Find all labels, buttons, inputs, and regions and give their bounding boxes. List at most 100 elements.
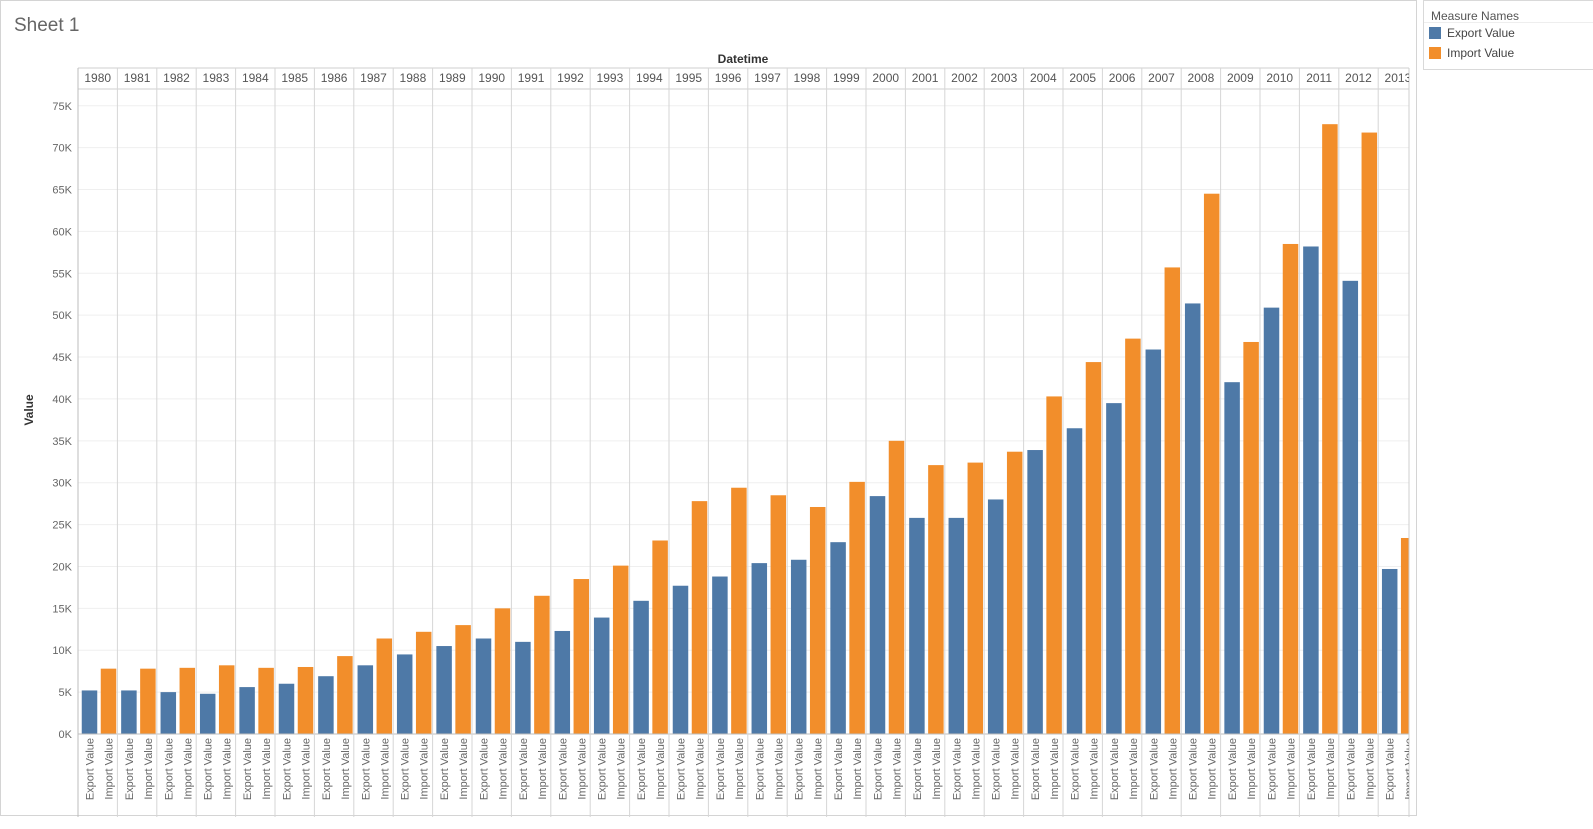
measure-label: Export Value [794,738,806,800]
bar-import-value-2012 [1361,132,1378,734]
legend: Measure Names Export Value Import Value [1423,0,1593,70]
measure-label: Import Value [458,738,470,800]
bar-import-value-2002 [967,462,984,734]
measure-label: Import Value [695,738,707,800]
bar-import-value-1993 [612,565,629,734]
year-header-1983: 1983 [203,71,230,85]
measure-label: Export Value [951,738,963,800]
measure-label: Import Value [734,738,746,800]
legend-label-export: Export Value [1447,26,1515,40]
measure-label: Import Value [813,738,825,800]
year-header-1998: 1998 [794,71,821,85]
bar-import-value-2006 [1125,338,1141,734]
bar-import-value-1994 [652,540,668,734]
measure-label: Export Value [873,738,885,800]
bar-import-value-1997 [770,495,787,734]
measure-label: Export Value [203,738,215,800]
year-headers: 1980 1981 1982 1983 1984 1985 1986 1987 1988 1989… [84,71,1409,85]
measure-label: Export Value [1306,738,1318,800]
measure-label: Export Value [360,738,372,800]
measure-label: Export Value [1188,738,1200,800]
measure-label: Import Value [616,738,628,800]
year-header-1995: 1995 [675,71,702,85]
bar-export-value-2001 [909,517,925,734]
measure-label: Import Value [1089,738,1101,800]
year-header-2002: 2002 [951,71,978,85]
measure-label: Import Value [498,738,510,800]
y-tick-label: 5K [59,687,73,699]
measure-label: Export Value [163,738,175,800]
bar-export-value-1986 [318,676,334,734]
legend-item-export-value[interactable]: Export Value [1424,23,1593,43]
bar-import-value-1991 [534,595,550,734]
measure-label: Import Value [340,738,352,800]
measure-label: Export Value [242,738,254,800]
measure-label: Export Value [754,738,766,800]
column-header-datetime: Datetime [718,52,769,66]
measure-label: Import Value [1286,738,1298,800]
bar-export-value-2003 [987,499,1004,734]
measure-label: Import Value [1128,738,1140,800]
measure-label: Import Value [182,738,194,800]
bar-export-value-1991 [515,641,531,734]
bar-import-value-1980 [100,668,117,734]
bar-import-value-1995 [691,501,708,734]
measure-label: Export Value [518,738,530,800]
measure-label: Export Value [479,738,491,800]
bar-export-value-1999 [830,542,846,734]
year-header-2003: 2003 [991,71,1018,85]
bar-export-value-1982 [160,692,177,734]
bar-export-value-2013 [1381,568,1398,734]
measure-label: Import Value [1207,738,1219,800]
y-tick-label: 65K [52,185,72,197]
bars [81,124,1409,735]
measure-label: Export Value [321,738,333,800]
y-tick-label: 50K [52,310,72,322]
bar-import-value-2000 [888,440,905,734]
measure-label: Import Value [537,738,549,800]
year-header-1992: 1992 [557,71,584,85]
bar-export-value-1981 [121,690,137,734]
bar-import-value-1989 [455,625,471,734]
measure-label: Export Value [1030,738,1042,800]
legend-swatch-export [1429,27,1441,39]
measure-label: Import Value [104,738,116,800]
measure-label: Import Value [1167,738,1179,800]
bar-import-value-2004 [1046,396,1062,734]
year-header-2000: 2000 [872,71,899,85]
sheet-title: Sheet 1 [14,15,80,36]
year-header-1991: 1991 [518,71,545,85]
sheet-panel: Sheet 1 Datetime Value 1980 1981 1982 1983 1… [0,0,1417,817]
measure-label: Import Value [143,738,155,800]
year-header-2004: 2004 [1030,71,1057,85]
y-tick-label: 40K [52,394,72,406]
measure-label: Export Value [124,738,136,800]
year-header-1984: 1984 [242,71,269,85]
measure-label: Export Value [85,738,97,800]
year-header-1988: 1988 [400,71,427,85]
bar-import-value-2003 [1006,451,1023,734]
measure-label: Import Value [379,738,391,800]
measure-label: Import Value [301,738,313,800]
bar-export-value-1992 [554,630,571,734]
year-header-1993: 1993 [597,71,624,85]
measure-label: Import Value [852,738,864,800]
measure-label: Import Value [931,738,943,800]
year-header-2012: 2012 [1345,71,1372,85]
measure-label: Import Value [576,738,588,800]
bar-export-value-1988 [396,654,413,734]
bar-export-value-1995 [672,585,689,734]
legend-item-import-value[interactable]: Import Value [1424,43,1593,63]
year-header-1980: 1980 [84,71,111,85]
y-tick-label: 30K [52,478,72,490]
bar-import-value-1990 [494,608,511,734]
measure-label: Import Value [1325,738,1337,800]
bar-export-value-2002 [948,517,965,734]
year-header-1999: 1999 [833,71,860,85]
measure-label: Import Value [222,738,234,800]
bar-import-value-2005 [1085,362,1102,734]
bar-export-value-2006 [1106,403,1122,734]
y-tick-label: 75K [52,101,72,113]
y-axis-ticks: 0K 5K 10K 15K 20K 25K 30K 35K 40K 45K 50K 55K 60K 65K… [52,101,72,741]
y-tick-label: 25K [52,520,72,532]
